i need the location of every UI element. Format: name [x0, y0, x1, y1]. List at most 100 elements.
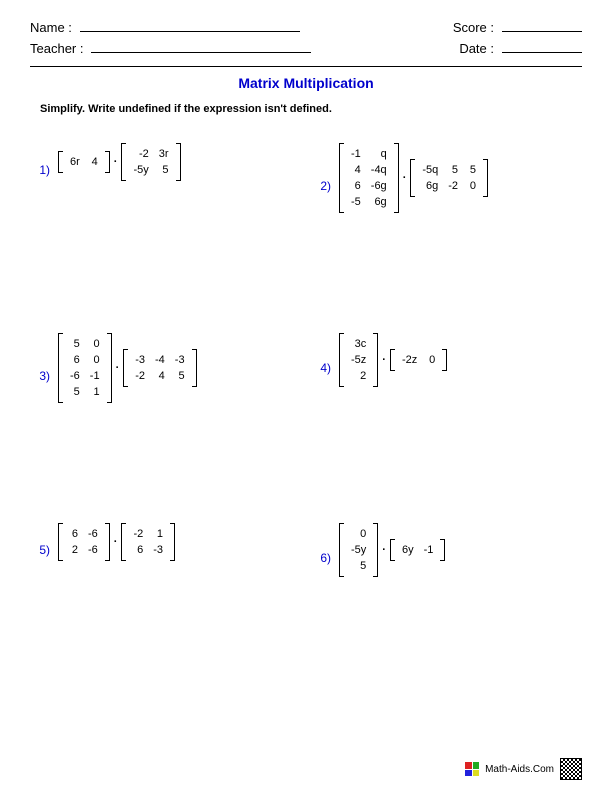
- problem-number: 4): [311, 333, 339, 375]
- header-row-1: Name : Score :: [30, 20, 582, 35]
- matrix-cell: 5: [346, 558, 371, 574]
- problem: 6)0-5y5·6y-1: [311, 513, 582, 693]
- matrix: 0-5y5: [339, 523, 378, 577]
- matrix-cell: 5: [65, 336, 85, 352]
- matrix: 6r4: [58, 151, 110, 173]
- matrix-cell: 2: [346, 368, 371, 384]
- matrix: 6-62-6: [58, 523, 110, 561]
- matrix-cell: -2: [128, 526, 148, 542]
- teacher-label: Teacher :: [30, 41, 83, 56]
- matrix-cell: -3: [148, 542, 168, 558]
- matrix-cell: -5: [346, 194, 366, 210]
- matrix: -1q4-4q6-6g-56g: [339, 143, 399, 213]
- matrix-cell: -1: [85, 368, 105, 384]
- matrix: -3-4-3-245: [123, 349, 196, 387]
- matrix-cell: -6: [83, 526, 103, 542]
- score-blank: [502, 31, 582, 32]
- matrix-cell: 1: [148, 526, 168, 542]
- problem-number: 1): [30, 143, 58, 177]
- matrix: 6y-1: [390, 539, 445, 561]
- matrix-cell: -4: [150, 352, 170, 368]
- date-blank: [502, 52, 582, 53]
- matrix-cell: 6: [346, 178, 366, 194]
- matrix-cell: 5: [443, 162, 463, 178]
- matrix-cell: 5: [154, 162, 174, 178]
- worksheet-page: Name : Score : Teacher : Date : Matrix M…: [0, 0, 612, 713]
- matrix-cell: -4q: [366, 162, 392, 178]
- score-label: Score :: [453, 20, 494, 35]
- expression: 0-5y5·6y-1: [339, 523, 445, 577]
- footer-site: Math-Aids.Com: [485, 764, 554, 775]
- logo-icon: [465, 762, 479, 776]
- matrix-cell: -5y: [346, 542, 371, 558]
- expression: 6-62-6· -216-3: [58, 523, 175, 561]
- problem: 1)6r4·-23r-5y5: [30, 133, 301, 313]
- problem-number: 2): [311, 143, 339, 193]
- matrix: 5060-6-151: [58, 333, 112, 403]
- matrix-cell: 0: [85, 352, 105, 368]
- problem-number: 3): [30, 333, 58, 383]
- matrix-cell: 6g: [417, 178, 443, 194]
- expression: 3c-5z2·-2z0: [339, 333, 447, 387]
- problem: 5)6-62-6·-216-3: [30, 513, 301, 693]
- matrix-cell: 4: [150, 368, 170, 384]
- instructions: Simplify. Write undefined if the express…: [40, 103, 582, 115]
- matrix-cell: 4: [85, 154, 103, 170]
- matrix-cell: -6: [65, 368, 85, 384]
- matrix-cell: 1: [85, 384, 105, 400]
- matrix: 3c-5z2: [339, 333, 378, 387]
- matrix-cell: -2: [130, 368, 150, 384]
- matrix-cell: -2z: [397, 352, 422, 368]
- matrix-cell: 5: [170, 368, 190, 384]
- expression: 6r4·-23r-5y5: [58, 143, 181, 181]
- matrix-cell: 2: [65, 542, 83, 558]
- teacher-blank: [91, 52, 311, 53]
- matrix-cell: -3: [170, 352, 190, 368]
- dot-operator: ·: [378, 354, 390, 366]
- date-field: Date :: [459, 41, 582, 56]
- page-title: Matrix Multiplication: [30, 75, 582, 91]
- header-row-2: Teacher : Date :: [30, 41, 582, 56]
- matrix-cell: 6g: [366, 194, 392, 210]
- dot-operator: ·: [399, 172, 411, 184]
- dot-operator: ·: [112, 362, 124, 374]
- matrix-cell: 6r: [65, 154, 85, 170]
- expression: -1q4-4q6-6g-56g·-5q556g-20: [339, 143, 488, 213]
- name-label: Name :: [30, 20, 72, 35]
- problem: 2)-1q4-4q6-6g-56g·-5q556g-20: [311, 133, 582, 313]
- matrix-cell: 4: [346, 162, 366, 178]
- matrix: -2z0: [390, 349, 447, 371]
- matrix-cell: q: [366, 146, 392, 162]
- problem-number: 6): [311, 523, 339, 565]
- expression: 5060-6-151·-3-4-3-245: [58, 333, 197, 403]
- matrix: -23r-5y5: [121, 143, 180, 181]
- matrix-cell: -5q: [417, 162, 443, 178]
- dot-operator: ·: [110, 156, 122, 168]
- name-blank: [80, 31, 300, 32]
- matrix-cell: -6: [83, 542, 103, 558]
- matrix-cell: 0: [346, 526, 371, 542]
- teacher-field: Teacher :: [30, 41, 311, 56]
- matrix-cell: 6y: [397, 542, 419, 558]
- score-field: Score :: [453, 20, 582, 35]
- matrix-cell: 5: [65, 384, 85, 400]
- matrix-cell: -1: [346, 146, 366, 162]
- problem: 4)3c-5z2·-2z0: [311, 323, 582, 503]
- date-label: Date :: [459, 41, 494, 56]
- matrix-cell: -5z: [346, 352, 371, 368]
- matrix-cell: -2: [128, 146, 153, 162]
- matrix-cell: 6: [128, 542, 148, 558]
- matrix-cell: 0: [85, 336, 105, 352]
- matrix-cell: 3c: [346, 336, 371, 352]
- footer: Math-Aids.Com: [465, 758, 582, 780]
- matrix-cell: -5y: [128, 162, 153, 178]
- qr-icon: [560, 758, 582, 780]
- matrix-cell: 0: [463, 178, 481, 194]
- problems-grid: 1)6r4·-23r-5y52)-1q4-4q6-6g-56g·-5q556g-…: [30, 133, 582, 693]
- dot-operator: ·: [110, 536, 122, 548]
- dot-operator: ·: [378, 544, 390, 556]
- matrix-cell: -1: [419, 542, 439, 558]
- matrix-cell: 3r: [154, 146, 174, 162]
- matrix-cell: 0: [422, 352, 440, 368]
- divider: [30, 66, 582, 67]
